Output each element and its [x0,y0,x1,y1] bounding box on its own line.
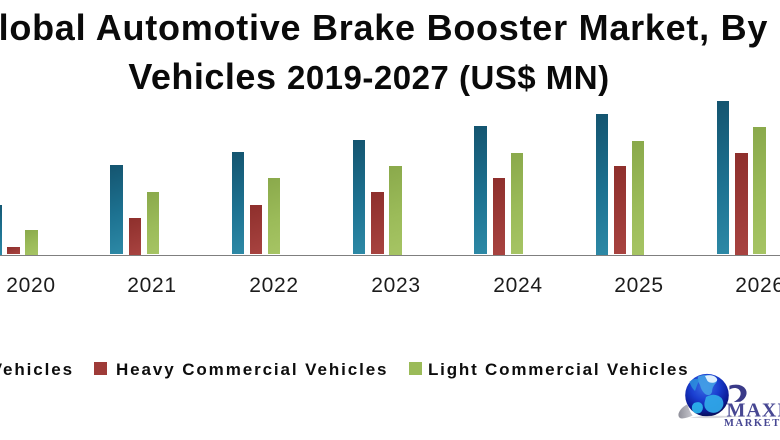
svg-text:MAXIMIZE: MAXIMIZE [727,399,780,421]
svg-text:MARKET RESEARCH: MARKET RESEARCH [724,418,780,429]
